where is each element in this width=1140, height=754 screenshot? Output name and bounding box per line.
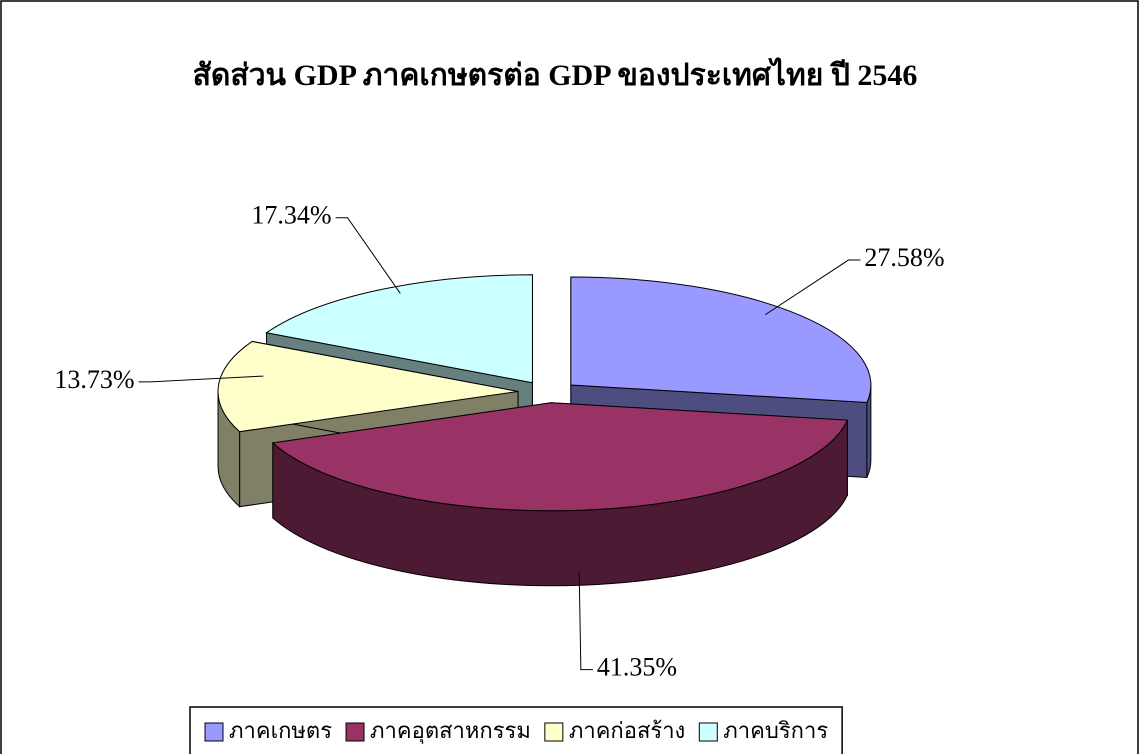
- slice: [271, 402, 849, 512]
- data-label: 13.73%: [54, 365, 134, 394]
- legend-swatch: [204, 722, 224, 742]
- legend-label: ภาคอุตสาหกรรม: [370, 719, 531, 744]
- chart-title: สัดส่วน GDP ภาคเกษตรต่อ GDP ของประเทศไทย…: [193, 57, 918, 92]
- leader-line: [578, 572, 593, 671]
- legend-swatch: [345, 722, 365, 742]
- data-label: 41.35%: [597, 653, 677, 682]
- legend-label: ภาคก่อสร้าง: [569, 719, 685, 744]
- leader-line: [764, 259, 861, 316]
- leader-line: [138, 375, 264, 383]
- slice: [570, 276, 872, 403]
- data-label: 17.34%: [251, 201, 331, 230]
- legend-label: ภาคเกษตร: [229, 719, 332, 744]
- slice: [265, 274, 533, 384]
- slice: [217, 340, 519, 433]
- legend-label: ภาคบริการ: [723, 719, 828, 744]
- leader-line: [335, 217, 401, 294]
- legend: ภาคเกษตร ภาคอุตสาหกรรม ภาคก่อสร้าง ภาคบริกา…: [189, 706, 843, 754]
- data-label: 27.58%: [864, 243, 944, 272]
- legend-box: [189, 706, 843, 754]
- legend-swatch: [544, 722, 564, 742]
- legend-swatch: [698, 722, 718, 742]
